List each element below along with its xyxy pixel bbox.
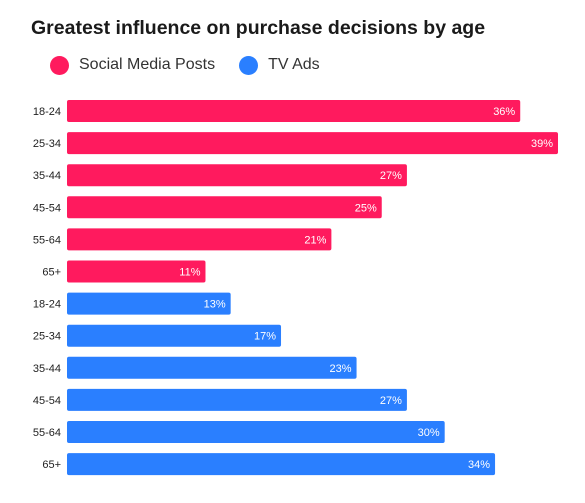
data-label: 39% xyxy=(531,138,553,150)
category-label: 65+ xyxy=(42,459,61,471)
bar-tv-ads xyxy=(67,421,445,443)
data-label: 36% xyxy=(493,106,515,118)
category-label: 25-34 xyxy=(33,138,61,150)
data-label: 27% xyxy=(380,395,402,407)
data-label: 34% xyxy=(468,459,490,471)
category-label: 35-44 xyxy=(33,363,61,375)
category-label: 18-24 xyxy=(33,106,61,118)
data-label: 27% xyxy=(380,170,402,182)
category-label: 55-64 xyxy=(33,234,61,246)
legend-item-social-media-posts: Social Media Posts xyxy=(50,55,216,75)
category-label: 45-54 xyxy=(33,395,61,407)
bar-social-media-posts xyxy=(67,164,407,187)
bar-social-media-posts xyxy=(67,100,521,122)
category-label: 35-44 xyxy=(33,170,61,182)
bar-social-media-posts xyxy=(67,228,332,251)
data-label: 23% xyxy=(330,363,352,375)
data-label: 30% xyxy=(418,427,440,439)
bar-social-media-posts xyxy=(67,196,382,219)
category-label: 65+ xyxy=(42,267,61,279)
bar-tv-ads xyxy=(67,453,496,476)
category-label: 55-64 xyxy=(33,427,61,439)
bar-tv-ads xyxy=(67,292,231,315)
data-label: 25% xyxy=(355,202,377,214)
category-label: 18-24 xyxy=(33,299,61,311)
bar-social-media-posts xyxy=(67,132,558,155)
legend-label-tv-ads: TV Ads xyxy=(268,56,320,73)
legend-swatch-tv-ads xyxy=(239,55,259,75)
category-label: 45-54 xyxy=(33,202,61,214)
category-label: 25-34 xyxy=(33,331,61,343)
data-label: 11% xyxy=(179,267,200,279)
legend-item-tv-ads: TV Ads xyxy=(239,55,320,75)
data-label: 17% xyxy=(254,331,276,343)
bar-tv-ads xyxy=(67,324,282,347)
bar-tv-ads xyxy=(67,356,357,379)
chart-title: Greatest influence on purchase decisions… xyxy=(31,17,486,39)
legend-label-social-media-posts: Social Media Posts xyxy=(79,56,216,73)
data-label: 13% xyxy=(204,299,226,311)
legend-swatch-social-media-posts xyxy=(50,55,69,75)
bar-tv-ads xyxy=(67,388,407,411)
data-label: 21% xyxy=(304,234,326,246)
bar-social-media-posts xyxy=(67,260,206,283)
chart-legend: Social Media Posts TV Ads xyxy=(50,53,344,77)
